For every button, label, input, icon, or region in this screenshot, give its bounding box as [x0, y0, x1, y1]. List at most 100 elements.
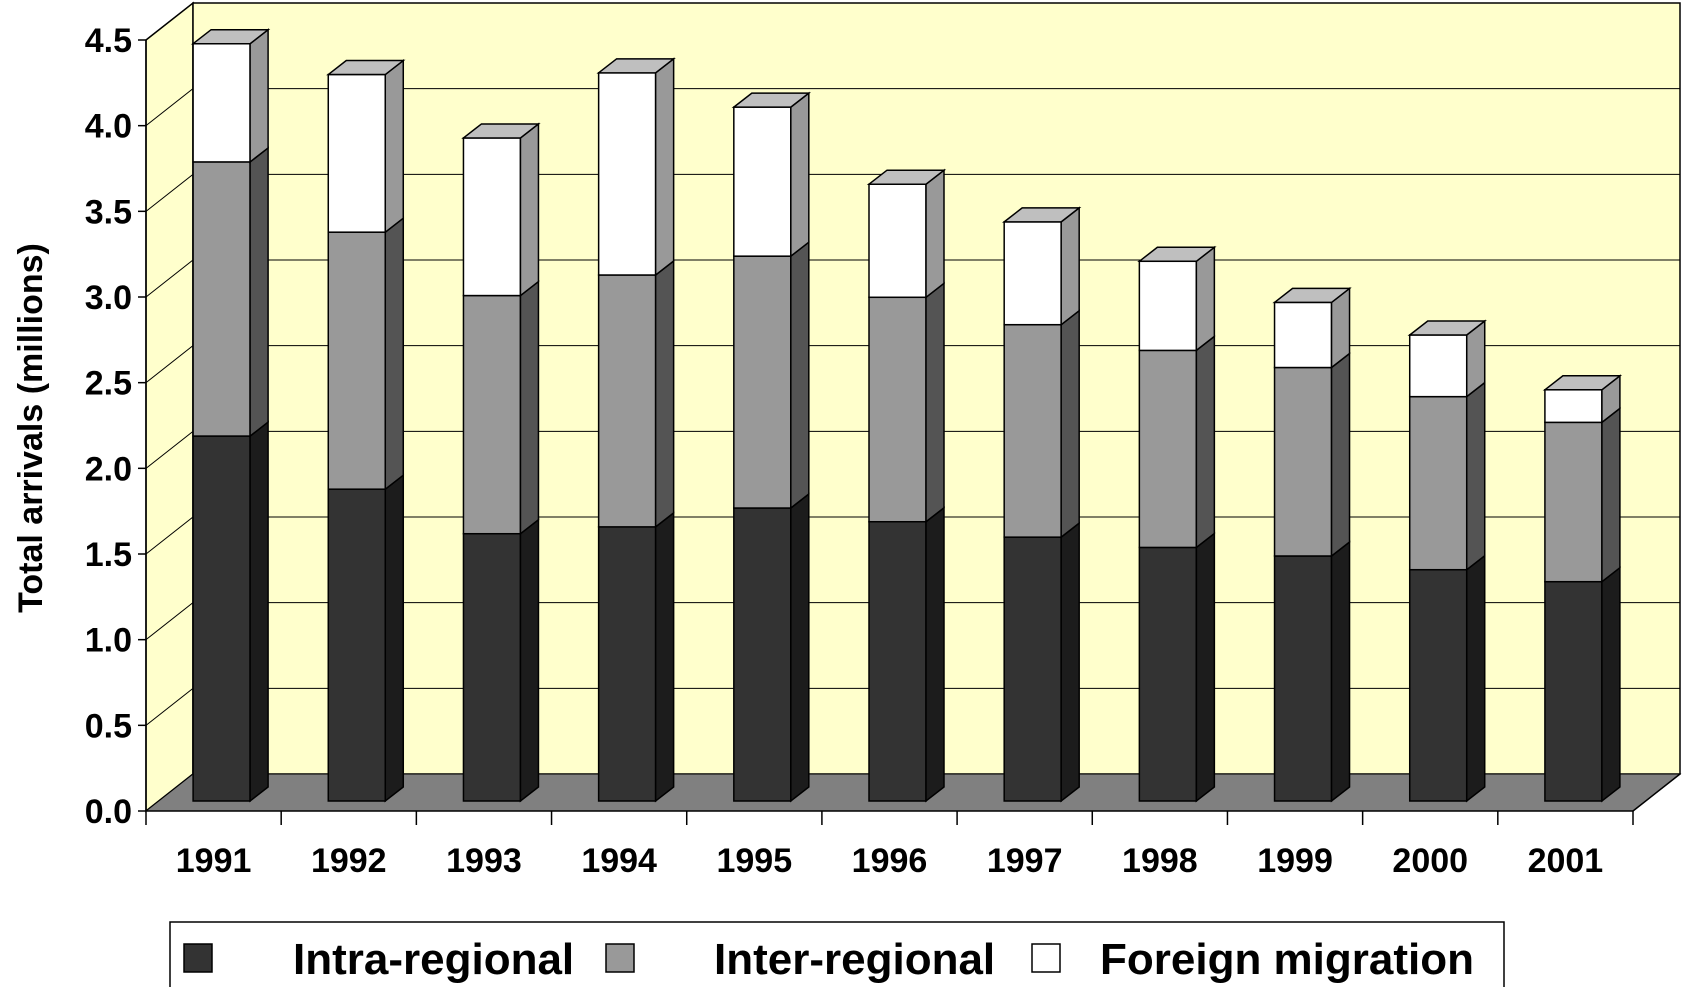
y-axis-title: Total arrivals (millions)	[12, 243, 50, 613]
bar-side-face	[249, 146, 269, 438]
bar-side-face	[384, 59, 405, 234]
bar-front-face	[1544, 580, 1603, 802]
bar-segment-inter-regional	[1544, 406, 1621, 584]
bar-front-face	[1003, 536, 1062, 802]
bar-side-face	[249, 420, 269, 803]
bar-top-face	[731, 92, 812, 108]
x-tick-label: 1998	[1122, 842, 1198, 880]
bar-side-face	[925, 281, 945, 524]
bar-front-face	[1273, 301, 1333, 369]
legend-swatch	[605, 943, 635, 973]
bar-front-face	[868, 296, 927, 523]
bar-top-face	[1272, 287, 1352, 304]
bar-front-face	[1408, 334, 1468, 398]
bar-segment-foreign-migration	[190, 28, 271, 164]
bar-segment-intra-regional	[597, 511, 675, 803]
bar-front-face	[327, 73, 387, 233]
legend-label: Inter-regional	[714, 935, 995, 984]
legend-label: Intra-regional	[293, 935, 574, 984]
bar-front-face	[1544, 389, 1603, 424]
legend-box	[169, 921, 1505, 987]
bar-segment-foreign-migration	[596, 57, 676, 277]
y-tick-label: 2.5	[85, 365, 132, 403]
bar-top-face	[1137, 246, 1217, 263]
legend: Intra-regional Inter-regional Foreign migr…	[169, 921, 1505, 987]
x-tick-label: 1994	[581, 842, 657, 880]
bar-side-face	[654, 259, 675, 529]
bar-side-face	[925, 506, 945, 803]
axes: 0.0 0.5 1.0 1.5 2.0 2.5 3.0 3.5 4.0 4.5 1991 1992 19…	[85, 22, 1681, 880]
bar-front-face	[1138, 349, 1198, 549]
y-tick-label: 1.0	[85, 622, 132, 660]
bar-front-face	[192, 161, 251, 437]
bar-side-face	[1465, 381, 1486, 572]
bar-side-face	[1601, 406, 1621, 584]
y-tick-label: 2.0	[85, 450, 132, 488]
bar-side-face	[1060, 206, 1080, 327]
legend-label: Foreign migration	[1100, 935, 1474, 984]
bar-side-face	[249, 28, 269, 164]
bar-segment-intra-regional	[192, 420, 269, 803]
bar-side-face	[790, 91, 810, 258]
bar-side-face	[384, 216, 405, 491]
bar-segment-intra-regional	[1408, 554, 1486, 803]
bar-side-face	[654, 57, 675, 277]
bar-front-face	[1273, 366, 1333, 557]
bar-segment-intra-regional	[868, 506, 945, 803]
y-tick-label: 4.0	[85, 108, 132, 146]
x-tick-label: 1996	[852, 842, 928, 880]
x-tick-label: 1991	[176, 842, 252, 880]
bar-front-face	[1273, 555, 1333, 802]
bar-front-face	[1408, 395, 1468, 571]
bar-front-face	[462, 294, 522, 535]
bar-segment-inter-regional	[1408, 381, 1486, 572]
bars	[190, 28, 1623, 803]
bar-segment-foreign-migration	[1137, 245, 1217, 352]
x-tick-label: 2001	[1528, 842, 1604, 880]
bar-side-face	[519, 280, 540, 536]
bar-side-face	[384, 473, 405, 803]
y-tick-label: 0.0	[85, 793, 132, 831]
bar-front-face	[1138, 546, 1198, 802]
bar-front-face	[1003, 323, 1062, 538]
bar-segment-inter-regional	[597, 259, 675, 529]
bar-front-face	[597, 72, 657, 276]
bar-side-face	[1330, 540, 1351, 803]
bar-segment-inter-regional	[327, 216, 405, 491]
bar-front-face	[868, 520, 927, 802]
floor-edge	[1632, 773, 1681, 812]
y-tick-label: 3.0	[85, 279, 132, 317]
bar-side-face	[654, 511, 675, 803]
x-tick-label: 1992	[311, 842, 387, 880]
bar-segment-intra-regional	[462, 518, 540, 803]
bar-segment-inter-regional	[192, 146, 269, 438]
x-tick-label: 2000	[1392, 842, 1468, 880]
legend-swatch	[183, 943, 213, 973]
bar-segment-foreign-migration	[1272, 286, 1352, 370]
bar-front-face	[868, 183, 927, 299]
bar-side-face	[1330, 351, 1351, 558]
bar-front-face	[1138, 260, 1198, 352]
side-wall	[145, 1, 194, 813]
bar-segment-inter-regional	[462, 280, 540, 536]
bar-segment-foreign-migration	[1542, 374, 1623, 424]
bar-top-face	[1001, 207, 1082, 223]
y-tick-label: 1.5	[85, 536, 132, 574]
x-tick-label: 1997	[987, 842, 1063, 880]
y-tick-label: 4.5	[85, 22, 132, 60]
bar-segment-inter-regional	[1273, 351, 1351, 558]
bar-front-face	[597, 274, 657, 528]
bar-top-face	[326, 59, 406, 76]
bar-segment-intra-regional	[1138, 531, 1216, 803]
y-tick-label: 0.5	[85, 707, 132, 745]
bar-segment-intra-regional	[1003, 521, 1080, 803]
x-tick-label: 1999	[1257, 842, 1333, 880]
bar-front-face	[733, 106, 792, 257]
bar-side-face	[1195, 334, 1216, 549]
bar-segment-intra-regional	[1544, 566, 1621, 803]
y-tick-label: 3.5	[85, 193, 132, 231]
bar-front-face	[1544, 421, 1603, 583]
bar-side-face	[1465, 554, 1486, 803]
bar-side-face	[519, 122, 540, 298]
bar-top-face	[596, 58, 676, 74]
